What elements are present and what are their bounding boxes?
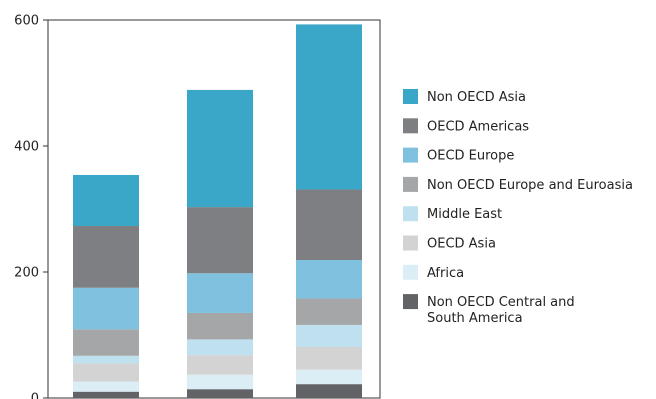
y-tick-label: 600 — [14, 14, 39, 29]
legend-swatch — [403, 294, 418, 310]
bar-segment — [296, 189, 362, 261]
legend-swatch — [403, 118, 418, 134]
legend-swatch — [403, 147, 418, 163]
legend-label: Non OECD Asia — [427, 90, 526, 105]
legend-label: OECD Asia — [427, 237, 496, 252]
bar-segment — [73, 381, 139, 392]
bar-segment — [73, 287, 139, 330]
legend-swatch — [403, 264, 418, 280]
bar-segment — [187, 89, 253, 208]
y-tick-label: 200 — [14, 266, 39, 281]
bar-segment — [187, 207, 253, 274]
legend-swatch — [403, 89, 418, 104]
legend-label: OECD Europe — [427, 149, 514, 164]
bar-segment — [296, 324, 362, 347]
legend-label: Non OECD Central and South America — [427, 295, 575, 326]
bar-segment — [73, 363, 139, 382]
bar-segment — [187, 374, 253, 390]
bar-segment — [296, 24, 362, 190]
bar-segment — [73, 391, 139, 398]
legend-swatch — [403, 176, 418, 192]
bar-segment — [73, 329, 139, 356]
legend-swatch — [403, 206, 418, 222]
bar-segment — [296, 298, 362, 325]
bar-segment — [187, 339, 253, 356]
bar-segment — [296, 346, 362, 370]
y-tick-label: 0 — [31, 392, 39, 399]
legend-label: OECD Americas — [427, 119, 529, 134]
bar-segment — [296, 369, 362, 385]
legend-swatch — [403, 235, 418, 251]
legend-label: Middle East — [427, 207, 502, 222]
legend-label: Non OECD Europe and Euroasia — [427, 178, 633, 193]
bar-segment — [187, 355, 253, 375]
y-tick-label: 400 — [14, 140, 39, 155]
bar-segment — [73, 174, 139, 227]
bar-segment — [73, 226, 139, 288]
bar-segment — [296, 384, 362, 398]
legend-label: Africa — [427, 266, 464, 281]
bar-segment — [187, 312, 253, 340]
bar-segment — [187, 389, 253, 398]
bar-segment — [296, 260, 362, 299]
bar-segment — [187, 273, 253, 313]
bar-segment — [73, 355, 139, 364]
